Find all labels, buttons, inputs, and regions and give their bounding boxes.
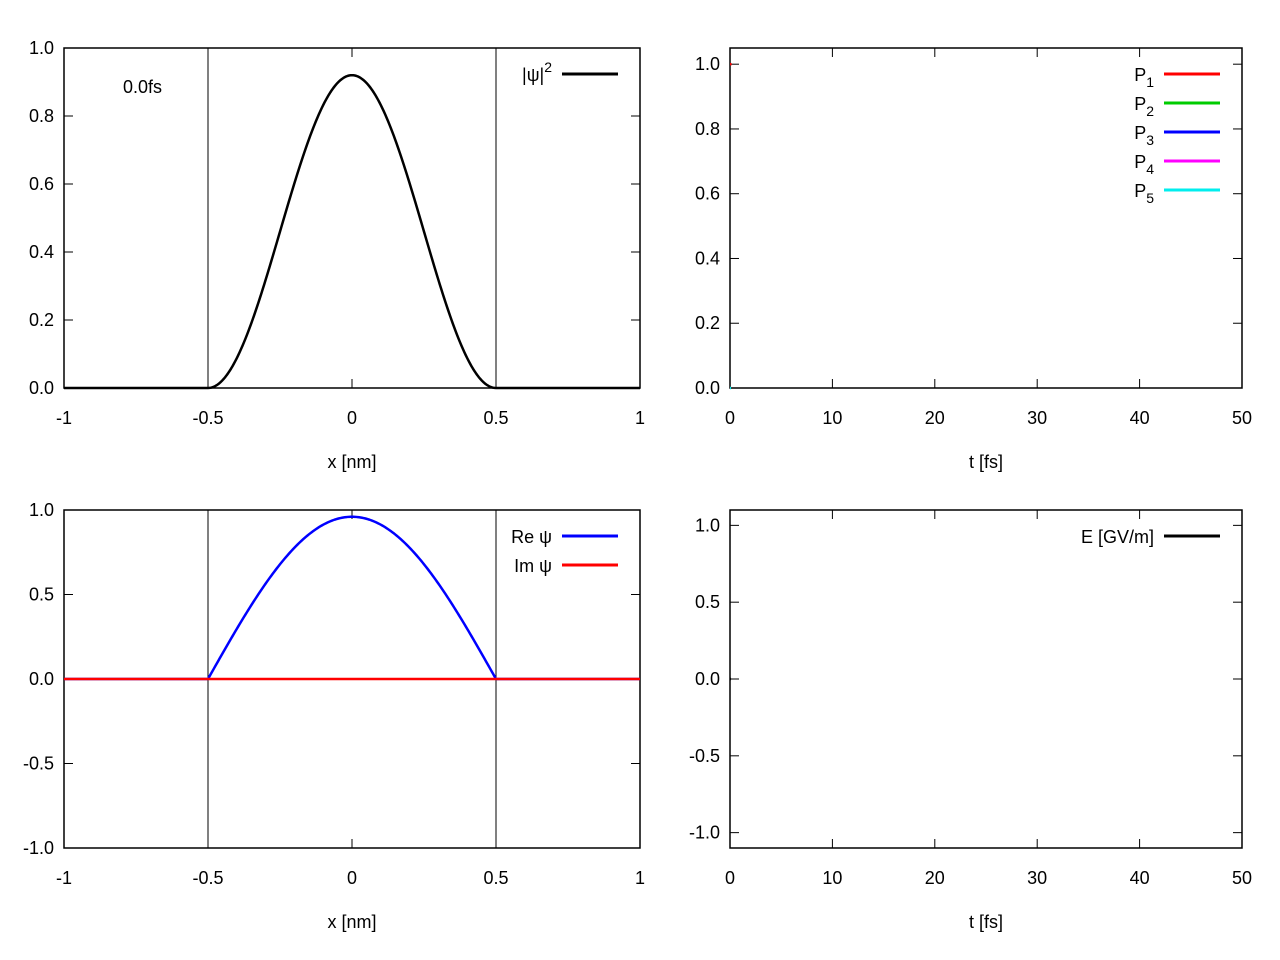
y-tick-label: 0.5 [695, 592, 720, 612]
y-tick-label: 1.0 [29, 500, 54, 520]
legend-label: P4 [1134, 152, 1154, 177]
y-tick-label: 0.0 [695, 378, 720, 398]
y-tick-label: -0.5 [23, 754, 54, 774]
panel-bottom-left: -1 -0.5 0 0.5 1 -1.0 -0.5 0.0 0.5 1.0 x [nm] Re ψ Im… [23, 500, 645, 932]
plot-frame [729, 47, 1243, 389]
legend-label-main: P [1134, 152, 1146, 172]
panel-top-left: -1 -0.5 0 0.5 1 0.0 0.2 0.4 0.6 0.8 1.0 x [nm] 0.0fs… [29, 38, 645, 472]
x-tick-label: 20 [925, 868, 945, 888]
x-tick-label: 1 [635, 868, 645, 888]
legend-label-main: P [1134, 65, 1146, 85]
x-tick-label: -1 [56, 408, 72, 428]
x-tick-label: 20 [925, 408, 945, 428]
legend-label-main: Re ψ [511, 527, 552, 547]
x-tick-label: 0 [725, 408, 735, 428]
y-tick-label: 0.4 [29, 242, 54, 262]
x-tick-label: 10 [822, 408, 842, 428]
y-tick-label: 0.0 [695, 669, 720, 689]
x-tick-label: 30 [1027, 408, 1047, 428]
y-tick-label: -1.0 [23, 838, 54, 858]
y-tick-label: -1.0 [689, 823, 720, 843]
x-tick-label: -0.5 [192, 408, 223, 428]
x-tick-label: 40 [1130, 868, 1150, 888]
legend-label-main: E [GV/m] [1081, 527, 1154, 547]
x-axis-label: x [nm] [327, 912, 376, 932]
x-axis-label: t [fs] [969, 912, 1003, 932]
x-tick-label: 0.5 [483, 408, 508, 428]
x-axis-label: x [nm] [327, 452, 376, 472]
x-tick-label: 0 [725, 868, 735, 888]
panel-bottom-right: 0 10 20 30 40 50 -1.0 -0.5 0.0 0.5 1.0 t [fs] E [GV/… [689, 509, 1252, 932]
panel-top-right: 0 10 20 30 40 500.00.20.40.60.81.0t [fs]P1P2P… [695, 47, 1252, 472]
y-tick-label: 1.0 [29, 38, 54, 58]
legend-label-main: P [1134, 123, 1146, 143]
y-tick-label: 0.6 [29, 174, 54, 194]
y-tick-label: 0.8 [695, 119, 720, 139]
legend-label: P1 [1134, 65, 1154, 90]
series-line-1 [64, 515, 640, 681]
x-tick-label: 50 [1232, 408, 1252, 428]
x-axis-label: t [fs] [969, 452, 1003, 472]
x-tick-label: -1 [56, 868, 72, 888]
legend-label-main: P [1134, 181, 1146, 201]
legend-label-main: P [1134, 94, 1146, 114]
y-tick-label: 0.0 [29, 669, 54, 689]
legend-label-subscript: 2 [1146, 103, 1154, 119]
legend-label-subscript: 5 [1146, 190, 1154, 206]
x-tick-label: 40 [1130, 408, 1150, 428]
y-tick-label: 0.4 [695, 248, 720, 268]
series-line-1 [64, 73, 640, 390]
plot-frame [729, 509, 1243, 849]
x-tick-label: 50 [1232, 868, 1252, 888]
time-annotation: 0.0fs [123, 77, 162, 97]
x-tick-label: 1 [635, 408, 645, 428]
legend-label: P2 [1134, 94, 1154, 119]
y-tick-label: -0.5 [689, 746, 720, 766]
x-tick-label: 0.5 [483, 868, 508, 888]
y-tick-label: 0.2 [29, 310, 54, 330]
y-tick-label: 0.6 [695, 184, 720, 204]
legend-label: P5 [1134, 181, 1154, 206]
legend-label: Im ψ [514, 556, 552, 576]
x-tick-label: 0 [347, 868, 357, 888]
legend-label: Re ψ [511, 527, 552, 547]
legend-label-main: Im ψ [514, 556, 552, 576]
x-tick-label: 10 [822, 868, 842, 888]
plot-frame [63, 47, 641, 389]
y-tick-label: 1.0 [695, 515, 720, 535]
legend-label-subscript: 4 [1146, 161, 1154, 177]
legend-label-subscript: 1 [1146, 74, 1154, 90]
legend-label: P3 [1134, 123, 1154, 148]
y-tick-label: 0.8 [29, 106, 54, 126]
x-tick-label: -0.5 [192, 868, 223, 888]
legend-label: E [GV/m] [1081, 527, 1154, 547]
y-tick-label: 1.0 [695, 54, 720, 74]
y-tick-label: 0.0 [29, 378, 54, 398]
x-tick-label: 30 [1027, 868, 1047, 888]
y-tick-label: 0.5 [29, 585, 54, 605]
legend-label-main: |ψ| [522, 65, 544, 85]
legend-label-subscript: 3 [1146, 132, 1154, 148]
legend-label-superscript: 2 [544, 59, 552, 75]
legend-label: |ψ|2 [522, 59, 552, 85]
x-tick-label: 0 [347, 408, 357, 428]
y-tick-label: 0.2 [695, 313, 720, 333]
